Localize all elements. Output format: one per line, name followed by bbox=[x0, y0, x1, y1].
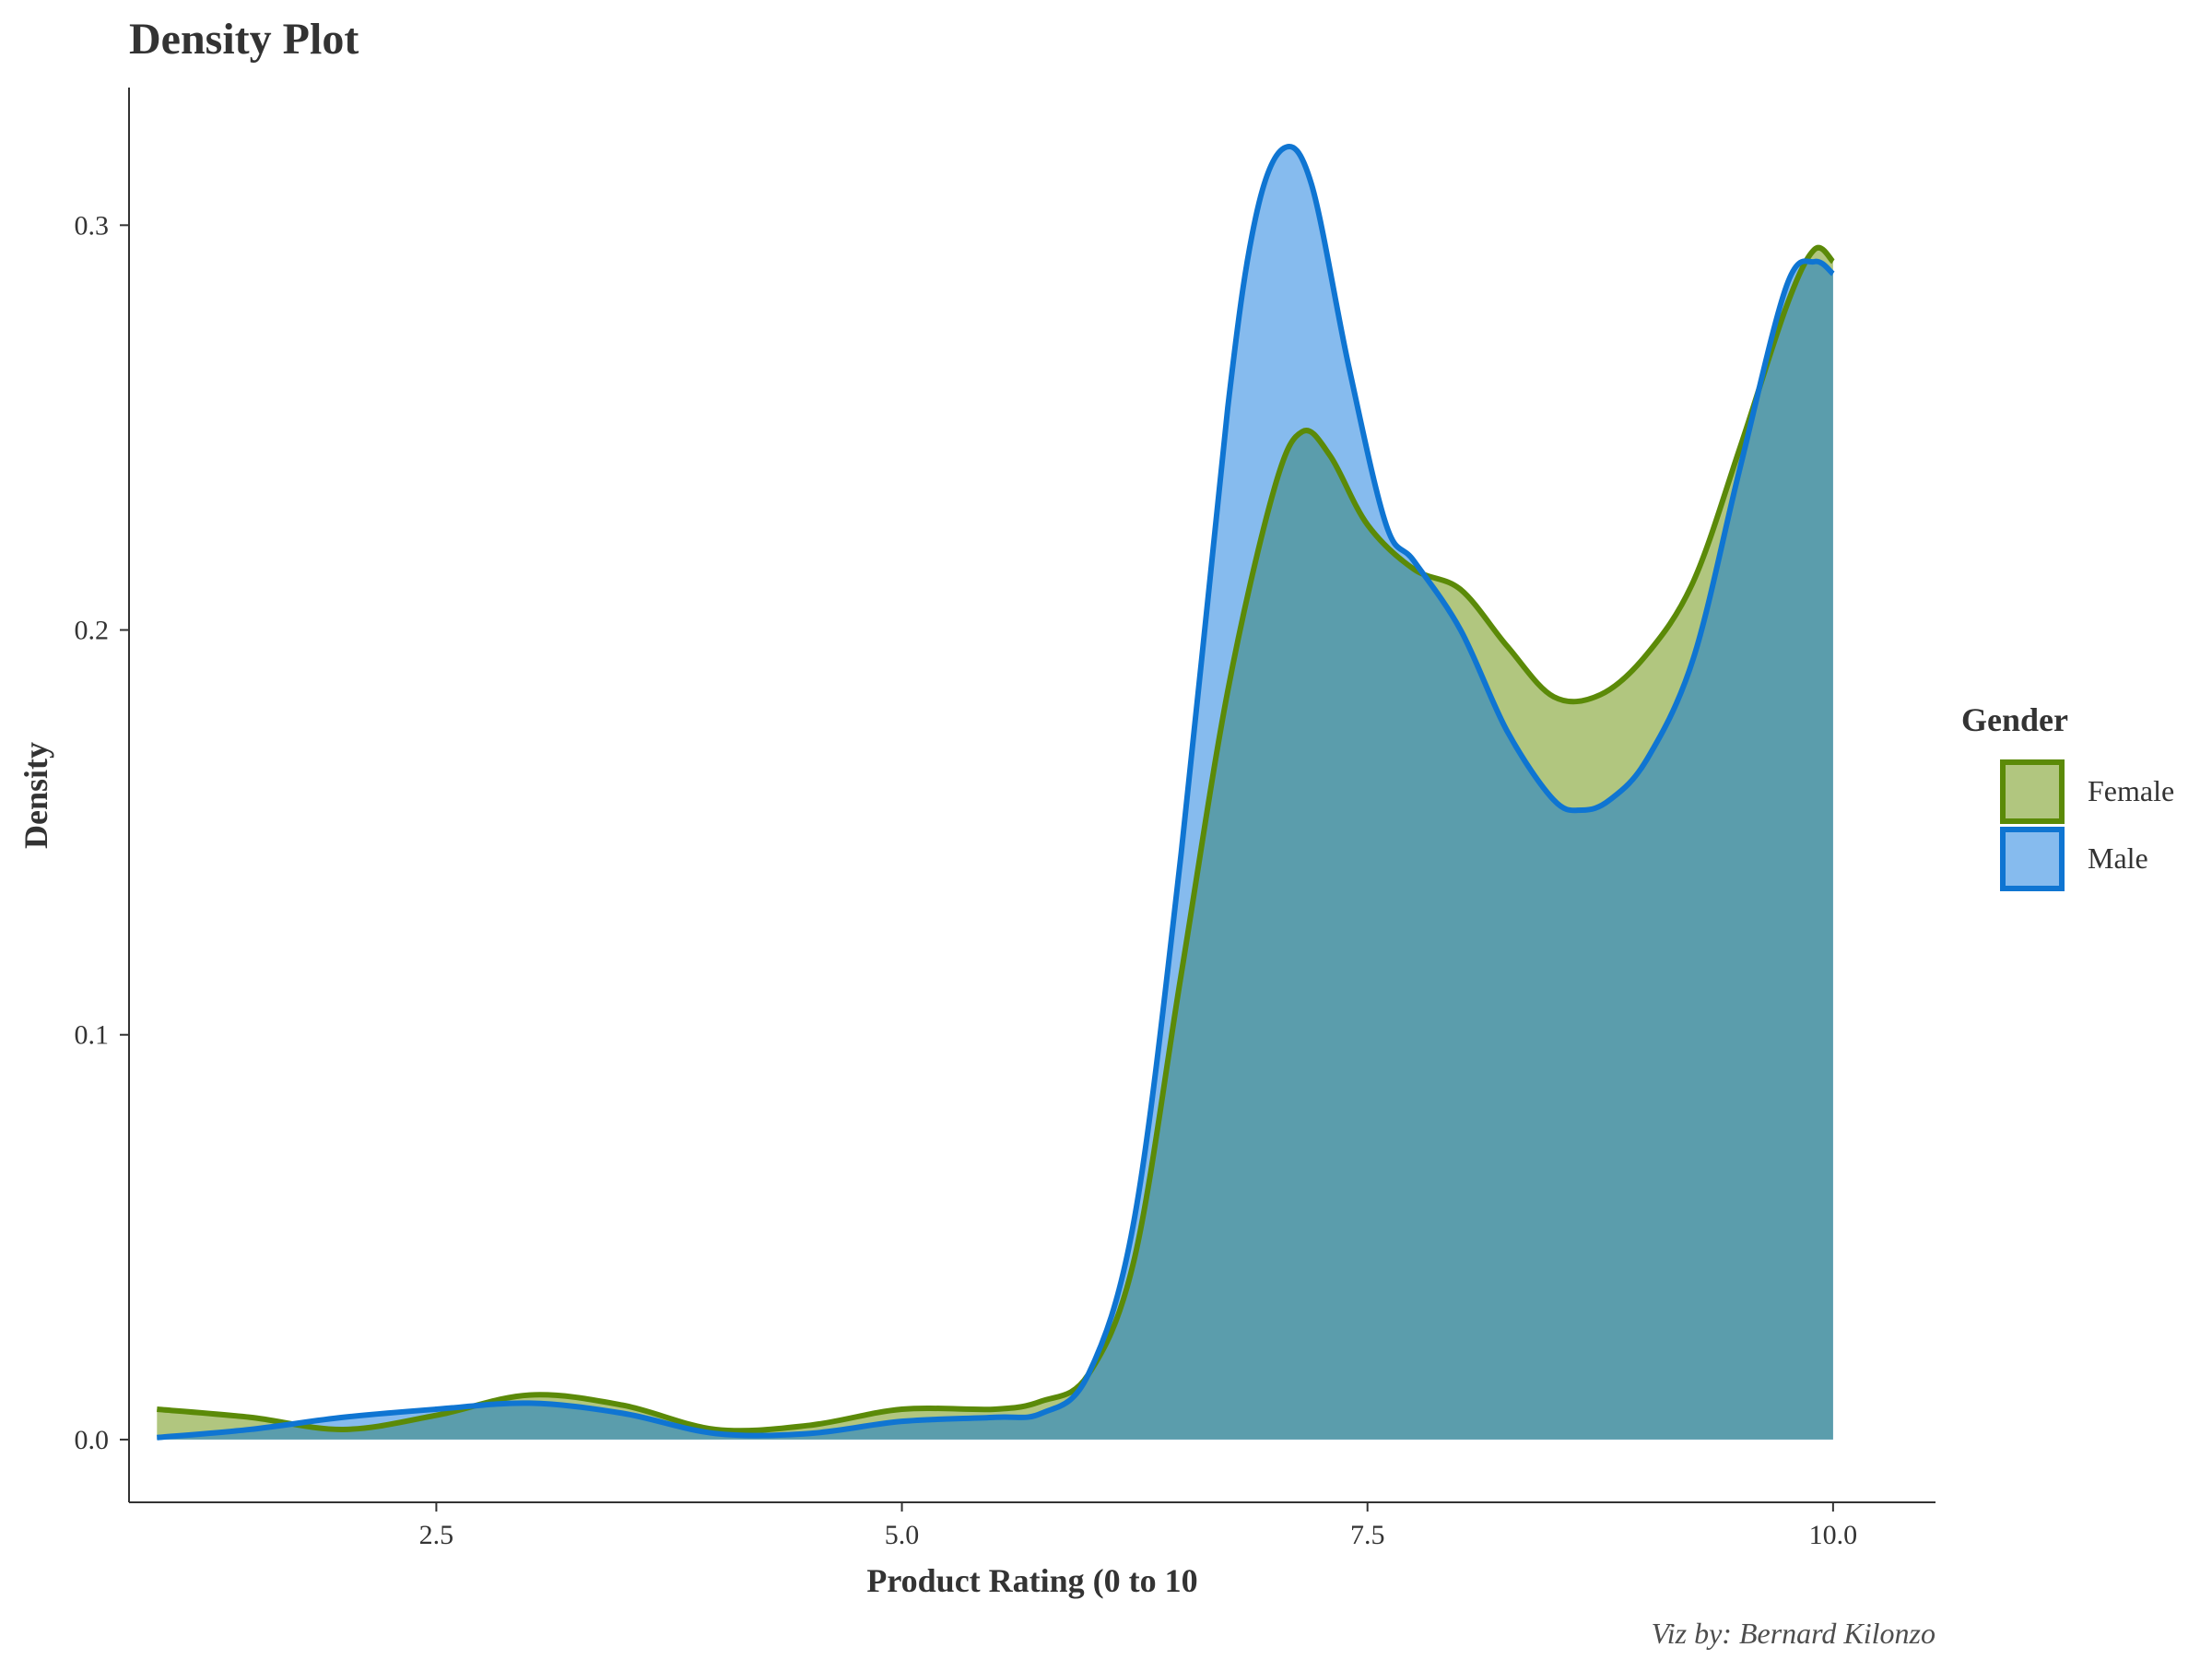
legend: Gender Female Male bbox=[1961, 701, 2174, 891]
y-tick-label: 0.3 bbox=[75, 210, 110, 241]
chart-caption: Viz by: Bernard Kilonzo bbox=[1652, 1617, 1936, 1650]
legend-title: Gender bbox=[1961, 701, 2068, 738]
legend-key-female bbox=[2000, 759, 2065, 824]
density-overlap-area bbox=[157, 247, 1833, 1440]
legend-key-male bbox=[2000, 827, 2065, 891]
y-tick-label: 0.2 bbox=[75, 616, 110, 646]
x-tick-label: 5.0 bbox=[885, 1520, 920, 1550]
x-tick-label: 7.5 bbox=[1350, 1520, 1385, 1550]
x-axis-ticks: 2.5 5.0 7.5 10.0 bbox=[419, 1502, 1857, 1550]
y-tick-label: 0.0 bbox=[75, 1425, 110, 1455]
chart-title: Density Plot bbox=[129, 15, 359, 64]
x-tick-label: 2.5 bbox=[419, 1520, 454, 1550]
y-axis-title: Density bbox=[18, 742, 54, 849]
y-axis-ticks: 0.0 0.1 0.2 0.3 bbox=[75, 210, 129, 1455]
legend-label-male: Male bbox=[2088, 841, 2148, 875]
female-density-line bbox=[157, 244, 1836, 1434]
x-tick-label: 10.0 bbox=[1809, 1520, 1858, 1550]
male-density-line bbox=[157, 144, 1835, 1441]
plot-area bbox=[157, 144, 1836, 1441]
legend-label-female: Female bbox=[2088, 774, 2174, 807]
y-tick-label: 0.1 bbox=[75, 1020, 110, 1051]
x-axis-title: Product Rating (0 to 10 bbox=[866, 1562, 1197, 1599]
